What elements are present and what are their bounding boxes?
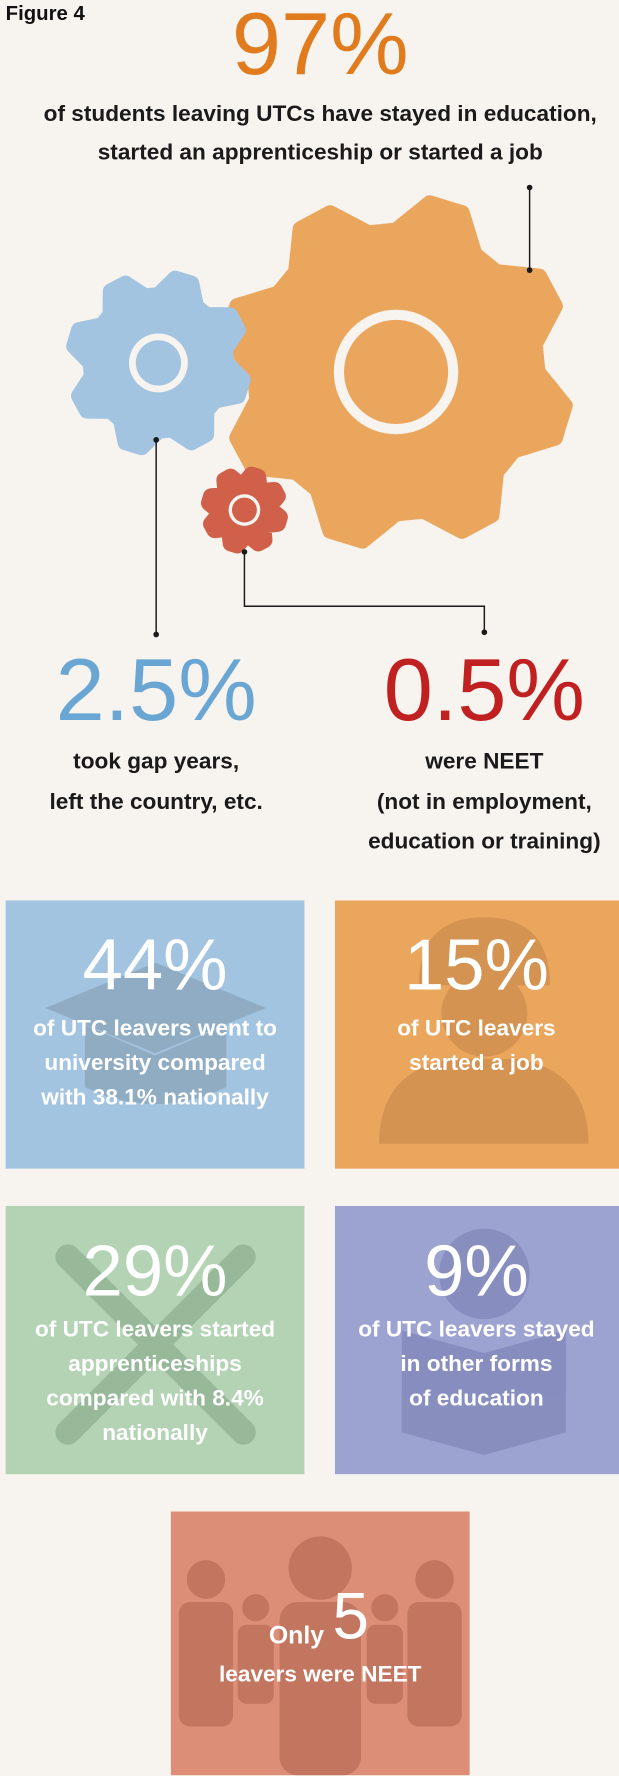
figure-label: Figure 4: [6, 3, 86, 25]
box-line: in other forms: [400, 1351, 552, 1376]
gears: [66, 195, 573, 554]
dot: [153, 437, 159, 443]
headline-line: of students leaving UTCs have stayed in …: [44, 101, 597, 126]
icon-reader: [401, 1228, 566, 1455]
connectors: [153, 184, 533, 638]
dot: [526, 184, 533, 191]
box-line: of UTC leavers: [397, 1015, 555, 1040]
right-stat-line: education or training): [368, 829, 601, 854]
dot: [526, 267, 533, 273]
box-value: 29%: [83, 1230, 228, 1311]
box-line: of UTC leavers started: [35, 1316, 275, 1341]
gear-hub: [231, 497, 257, 523]
right-stat-line: (not in employment,: [377, 789, 592, 814]
dot: [241, 549, 248, 555]
neet-prefix: Only: [269, 1622, 324, 1650]
neet-value: 5: [333, 1580, 369, 1653]
box-value: 9%: [424, 1230, 529, 1311]
right-stat-value: 0.5%: [384, 640, 585, 739]
dot: [481, 629, 488, 636]
headline-value: 97%: [232, 0, 409, 93]
icon-worker: [379, 917, 589, 1144]
neet-line: leavers were NEET: [219, 1662, 422, 1687]
box-line: of UTC leavers stayed: [358, 1316, 594, 1341]
left-stat-line: left the country, etc.: [50, 789, 263, 814]
headline-line: started an apprenticeship or started a j…: [98, 140, 543, 165]
box-line: of UTC leavers went to: [33, 1015, 277, 1040]
gear-hub: [135, 340, 182, 386]
left-stat-line: took gap years,: [73, 748, 239, 773]
right-stat-line: were NEET: [424, 748, 543, 773]
box-line: compared with 8.4%: [46, 1385, 264, 1410]
gear-hub: [344, 319, 449, 425]
icon-people: [178, 1536, 462, 1776]
box-line: nationally: [102, 1420, 208, 1445]
icon-cap: [45, 962, 266, 1105]
box-line: apprenticeships: [68, 1351, 242, 1376]
box-line: with 38.1% nationally: [40, 1084, 269, 1109]
dot: [153, 631, 159, 638]
box-line: started a job: [409, 1050, 544, 1075]
box-value: 44%: [83, 925, 228, 1006]
box-line: university compared: [44, 1050, 265, 1075]
icon-tools: [55, 1244, 256, 1445]
left-stat-value: 2.5%: [56, 640, 257, 739]
connector: [243, 551, 486, 633]
box-value: 15%: [404, 925, 549, 1006]
box-line: of education: [409, 1385, 544, 1410]
